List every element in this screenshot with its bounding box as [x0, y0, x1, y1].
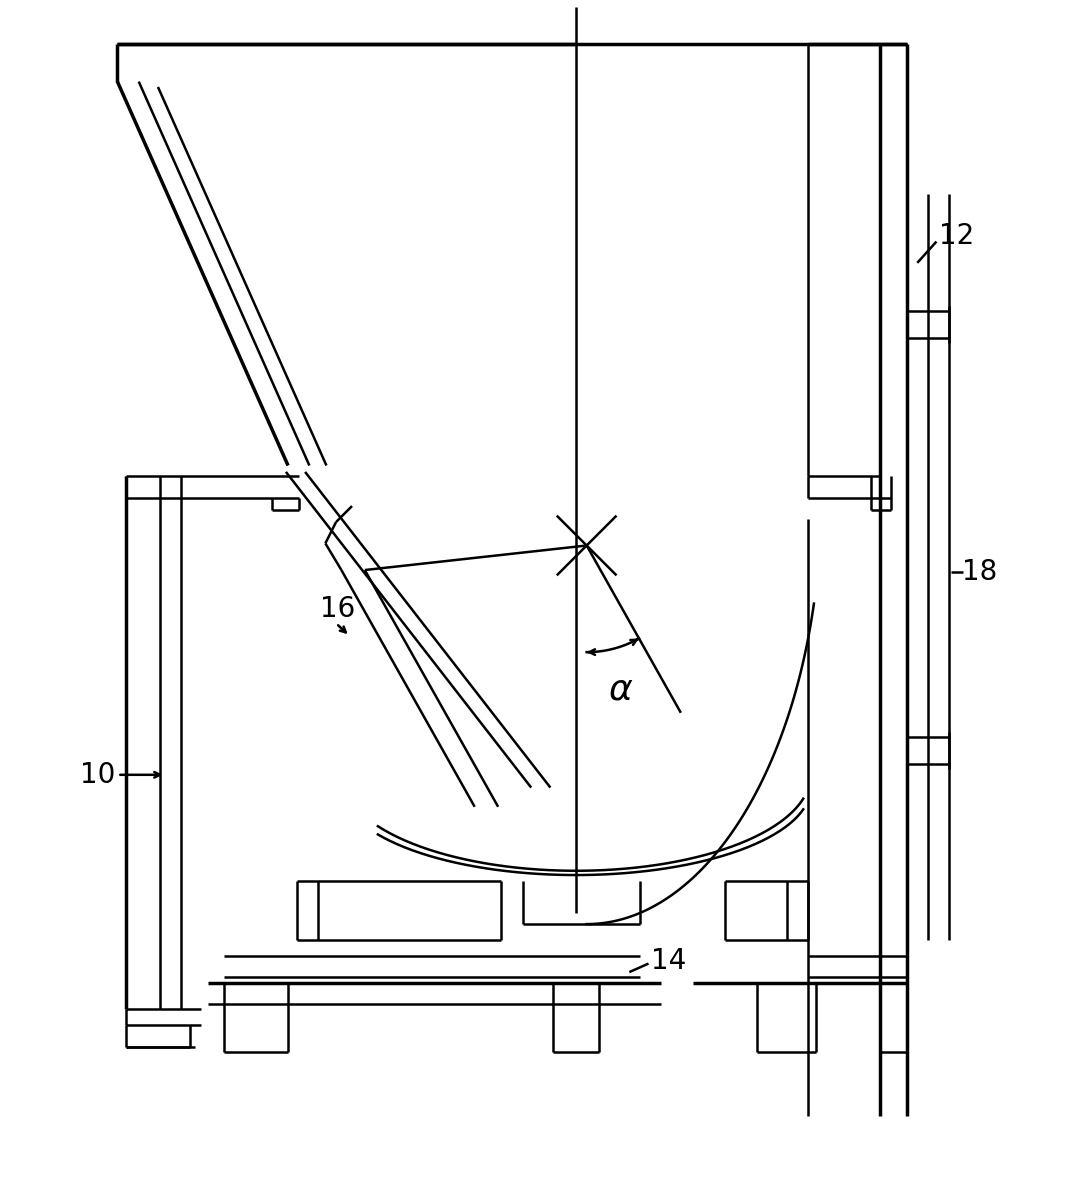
Text: 12: 12 [939, 222, 974, 250]
Text: $\alpha$: $\alpha$ [608, 673, 633, 706]
Text: 18: 18 [962, 558, 998, 586]
Text: 14: 14 [651, 947, 685, 976]
Text: 16: 16 [320, 596, 356, 623]
Text: 10: 10 [81, 761, 115, 789]
